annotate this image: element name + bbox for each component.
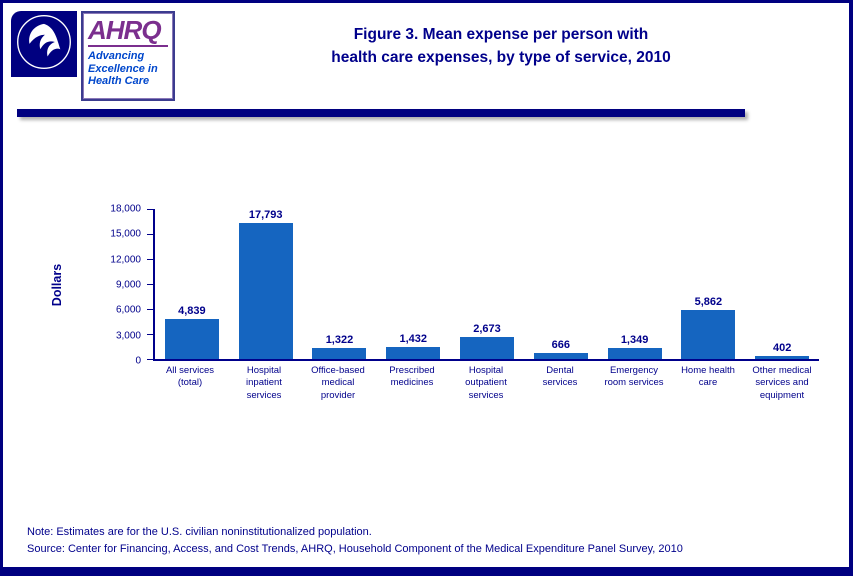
hhs-logo [11, 11, 77, 77]
bar-slot: 4,839 [155, 209, 229, 359]
y-axis-title: Dollars [50, 263, 64, 307]
bar-value-label: 1,349 [620, 333, 649, 346]
ahrq-logo: AHRQ Advancing Excellence in Health Care [81, 11, 175, 101]
footer: Note: Estimates are for the U.S. civilia… [27, 524, 829, 559]
y-tick-label: 3,000 [115, 330, 141, 342]
x-category-label: Emergency room services [604, 365, 664, 389]
bar-slot: 5,862 [671, 209, 745, 359]
y-tick-mark [147, 308, 153, 310]
footer-source: Source: Center for Financing, Access, an… [27, 543, 683, 556]
bar-value-label: 1,322 [325, 333, 354, 346]
bar [386, 347, 441, 359]
y-tick-mark [147, 358, 153, 360]
ahrq-wordmark: AHRQ [88, 17, 168, 47]
x-category-label: Hospital inpatient services [246, 365, 282, 401]
y-tick-mark [147, 258, 153, 260]
hhs-eagle-icon [15, 13, 73, 76]
bar-slot: 1,322 [303, 209, 377, 359]
ahrq-tagline-line: Health Care [88, 75, 150, 88]
bar [681, 310, 736, 359]
bar [533, 353, 588, 359]
bar [755, 355, 810, 359]
bar [164, 318, 219, 359]
header-divider [17, 109, 745, 117]
footer-note: Note: Estimates are for the U.S. civilia… [27, 525, 372, 538]
bar-value-label: 2,673 [473, 322, 501, 335]
x-category-label: All services (total) [165, 365, 215, 389]
bar [607, 347, 662, 359]
y-tick-mark [147, 233, 153, 235]
y-tick-label: 0 [135, 355, 141, 367]
y-tick-label: 6,000 [115, 304, 141, 316]
bar [460, 336, 515, 359]
y-tick-label: 9,000 [115, 279, 141, 291]
header-logos: AHRQ Advancing Excellence in Health Care [11, 11, 175, 101]
y-axis-labels: 0 3,000 6,000 9,000 12,000 15,000 18,000 [91, 204, 147, 367]
bar-value-label: 1,432 [399, 333, 427, 346]
x-category-label: Office-based medical provider [311, 365, 365, 401]
x-category-label: Dental services [542, 365, 578, 389]
bar-slot: 1,432 [376, 209, 450, 359]
bar-slot: 402 [745, 209, 819, 359]
y-tick-label: 12,000 [110, 254, 141, 266]
page-title: Figure 3. Mean expense per person with h… [193, 23, 809, 70]
x-axis-labels: All services (total) Hospital inpatient s… [153, 365, 819, 402]
bar-value-label: 5,862 [694, 296, 723, 309]
ahrq-tagline-line: Advancing [88, 50, 145, 62]
page-title-line2: health care expenses, by type of service… [331, 49, 671, 67]
bar [238, 223, 293, 359]
bar-slot: 2,673 [450, 209, 524, 359]
y-tick-mark [147, 283, 153, 285]
bar-plot: 4,839 17,793 1,322 1,432 2,673 666 1,349 5,862 4… [147, 208, 819, 361]
ahrq-tagline-line: Excellence in [88, 62, 158, 75]
y-tick-label: 15,000 [110, 228, 141, 240]
x-category-label: Other medical services and equipment [752, 365, 812, 401]
bar-slot: 17,793 [229, 209, 303, 359]
y-tick-mark [147, 208, 153, 210]
bar-slot: 1,349 [598, 209, 672, 359]
y-tick-mark [147, 333, 153, 335]
bar-slot: 666 [524, 209, 598, 359]
bar-value-label: 17,793 [248, 209, 283, 221]
page-title-line1: Figure 3. Mean expense per person with [353, 26, 649, 43]
bar-value-label: 402 [772, 341, 792, 354]
y-tick-label: 18,000 [110, 203, 141, 215]
x-category-label: Home health care [681, 365, 735, 389]
ahrq-tagline: Advancing Excellence in Health Care [88, 50, 168, 88]
x-category-label: Hospital outpatient services [465, 365, 507, 401]
x-category-label: Prescribed medicines [389, 365, 435, 389]
bar [312, 347, 367, 359]
bar-value-label: 4,839 [178, 304, 206, 317]
bar-value-label: 666 [551, 339, 570, 352]
